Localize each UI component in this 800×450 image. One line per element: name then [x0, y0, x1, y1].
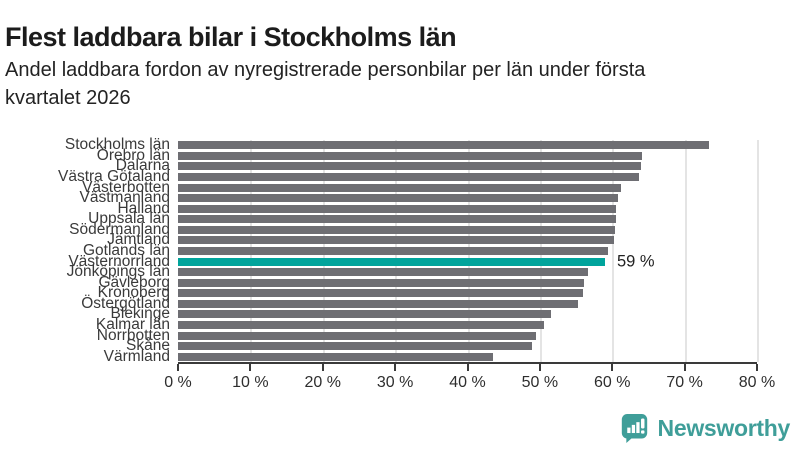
y-axis-label: Östergötland: [81, 294, 170, 312]
y-axis-label: Blekinge: [110, 305, 170, 323]
x-axis-tick-label: 0 %: [164, 374, 192, 391]
y-axis-label: Norrbotten: [96, 326, 170, 344]
y-axis-label: Stockholms län: [64, 136, 170, 154]
y-axis-label: Dalarna: [115, 157, 170, 175]
y-axis-label: Skåne: [126, 337, 170, 355]
x-axis-tick: [394, 364, 397, 371]
y-axis-label: Västerbotten: [82, 178, 170, 196]
bar-halland: [178, 204, 616, 213]
bar-chart-plot-area: 0 % 10 % 20 % 30 % 40 % 50 % 60 % 70 % 80 %: [164, 140, 775, 391]
x-axis-tick: [538, 364, 541, 371]
y-axis-label: Uppsala län: [88, 210, 170, 228]
gridline-70pct: [684, 140, 687, 362]
chart-subtitle-line-2: kvartalet 2026: [5, 87, 131, 109]
y-axis-label: Västernorrland: [68, 252, 170, 270]
bar-norrbotten: [178, 331, 536, 340]
bar-jönköpings-län: [178, 268, 589, 277]
x-axis-tick-label: 60 %: [594, 374, 631, 391]
y-axis-label: Halland: [117, 199, 170, 217]
bar-södermanland: [178, 225, 616, 234]
y-axis-label: Gävleborg: [98, 273, 170, 291]
x-axis-tick-label: 70 %: [666, 374, 703, 391]
x-axis-tick: [177, 364, 179, 371]
bar-västmanland: [178, 194, 619, 203]
y-axis-label: Västra Götaland: [57, 168, 170, 185]
x-axis-tick: [683, 364, 686, 371]
x-axis-tick: [466, 364, 469, 371]
y-axis-label: Gotlands län: [82, 242, 170, 259]
x-axis-tick-label: 30 %: [376, 374, 414, 391]
bar-örebro-län: [178, 151, 642, 160]
x-axis-tick-label: 80 %: [738, 374, 776, 391]
y-axis-label: Örebro län: [96, 146, 170, 164]
bar-gotlands-län: [178, 247, 608, 255]
bar-jämtland: [178, 236, 614, 245]
x-axis-tick: [611, 364, 614, 371]
bar-dalarna: [178, 162, 642, 171]
bar-gävleborg: [178, 278, 585, 287]
x-axis-tick-label: 20 %: [304, 374, 341, 391]
bar-uppsala-län: [178, 215, 616, 224]
newsworthy-logo: Newsworthy: [620, 412, 790, 444]
y-axis-label: Jönköpings län: [66, 263, 170, 281]
bar-kalmar-län: [178, 321, 545, 329]
bar-västra-götaland: [178, 173, 640, 181]
chart-title: Flest laddbara bilar i Stockholms län: [5, 22, 457, 53]
gridline-60pct: [612, 140, 615, 362]
x-axis-tick-label: 50 %: [521, 374, 559, 391]
x-axis-tick: [321, 364, 324, 371]
y-axis-label: Kronoberg: [97, 284, 170, 302]
chart-subtitle: Andel laddbara fordon av nyregistrerade …: [5, 56, 797, 112]
bar-västernorrland: [178, 257, 605, 266]
y-axis-label: Värmland: [103, 347, 170, 365]
x-axis-tick-label: 10 %: [232, 374, 269, 391]
bar-stockholms-län: [178, 141, 709, 150]
y-axis-label: Jämtland: [107, 231, 170, 249]
bar-västerbotten: [178, 183, 621, 192]
bar-värmland: [178, 352, 493, 361]
newsworthy-wordmark: Newsworthy: [657, 414, 791, 441]
bar-skåne: [178, 342, 532, 351]
bar-östergötland: [178, 299, 578, 308]
chart-subtitle-line-1: Andel laddbara fordon av nyregistrerade …: [5, 59, 646, 81]
y-axis-label: Västmanland: [79, 189, 170, 207]
gridline-80pct: [757, 140, 759, 362]
bar-kronoberg: [178, 289, 583, 298]
x-axis-tick: [756, 364, 758, 371]
bar-blekinge: [178, 310, 551, 319]
y-axis-label: Södermanland: [69, 220, 170, 238]
y-axis-label: Kalmar län: [95, 316, 170, 333]
x-axis-tick-label: 40 %: [449, 374, 486, 391]
x-axis-tick: [249, 364, 252, 371]
newsworthy-chart-bubble-icon: [620, 413, 649, 444]
